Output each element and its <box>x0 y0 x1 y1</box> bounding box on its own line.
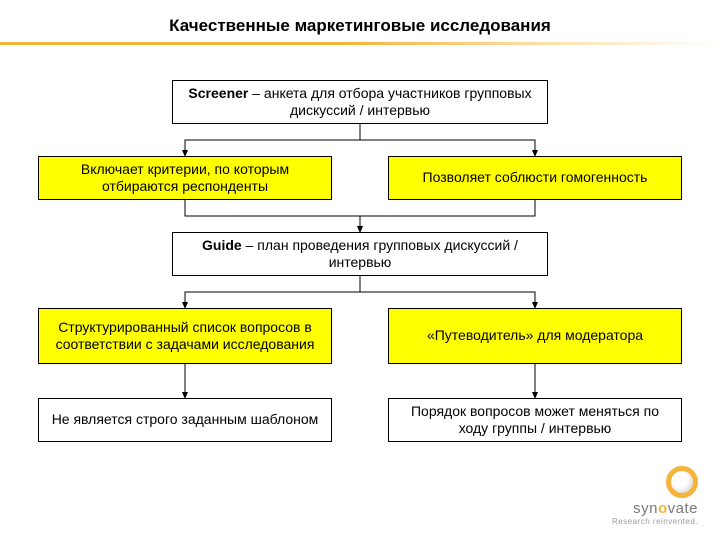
node-screener-lead: Screener <box>188 85 248 101</box>
node-order-changes-text: Порядок вопросов может меняться по ходу … <box>399 403 671 438</box>
logo-brand-post: vate <box>668 500 698 517</box>
logo-tagline: Research reinvented. <box>612 517 698 526</box>
node-navigator: «Путеводитель» для модератора <box>388 308 682 364</box>
logo-ring-icon <box>666 466 698 498</box>
page-title: Качественные маркетинговые исследования <box>0 16 720 36</box>
node-not-template-text: Не является строго заданным шаблоном <box>52 411 319 429</box>
node-screener: Screener – анкета для отбора участников … <box>172 80 548 124</box>
brand-logo: synovate Research reinvented. <box>612 466 698 526</box>
node-criteria: Включает критерии, по которым отбираются… <box>38 156 332 200</box>
node-guide-lead: Guide <box>202 237 242 253</box>
node-navigator-text: «Путеводитель» для модератора <box>427 327 643 345</box>
node-structured: Структурированный список вопросов в соот… <box>38 308 332 364</box>
node-not-template: Не является строго заданным шаблоном <box>38 398 332 442</box>
node-guide: Guide – план проведения групповых дискус… <box>172 232 548 276</box>
node-screener-rest: – анкета для отбора участников групповых… <box>248 85 531 119</box>
header-accent-rule <box>0 42 720 45</box>
node-order-changes: Порядок вопросов может меняться по ходу … <box>388 398 682 442</box>
logo-brand-o: o <box>658 500 668 517</box>
node-homogeneity: Позволяет соблюсти гомогенность <box>388 156 682 200</box>
node-criteria-text: Включает критерии, по которым отбираются… <box>49 161 321 196</box>
logo-brand: synovate <box>612 500 698 517</box>
node-guide-rest: – план проведения групповых дискуссий / … <box>242 237 518 271</box>
node-structured-text: Структурированный список вопросов в соот… <box>49 319 321 354</box>
logo-brand-pre: syn <box>633 500 658 517</box>
node-homogeneity-text: Позволяет соблюсти гомогенность <box>423 169 648 187</box>
